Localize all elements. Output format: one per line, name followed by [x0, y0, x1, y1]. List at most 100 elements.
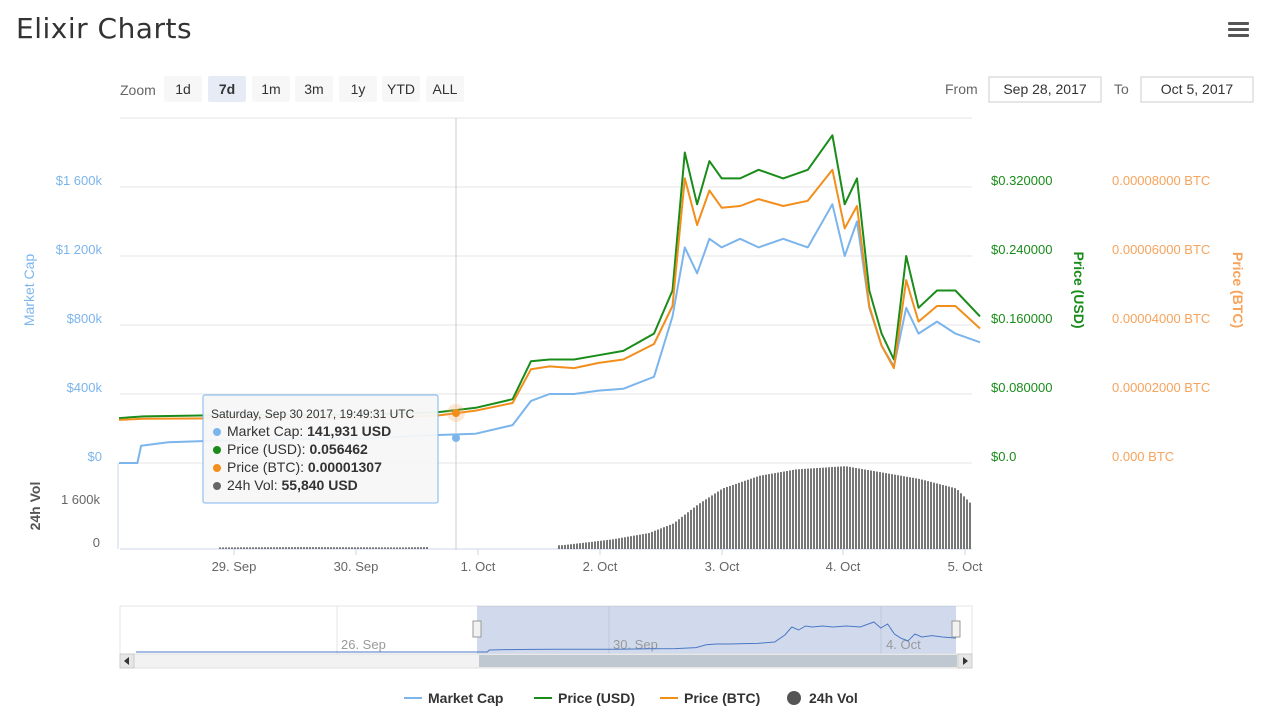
from-date-input[interactable] — [988, 76, 1102, 103]
volume-column — [915, 478, 917, 549]
price-btc-tick-label: 0.00004000 BTC — [1112, 311, 1210, 326]
volume-column — [258, 547, 260, 549]
volume-column — [306, 547, 308, 549]
volume-column — [828, 467, 830, 549]
volume-column — [270, 547, 272, 549]
tooltip-row: Market Cap: 141,931 USD — [227, 423, 391, 439]
volume-axis-title: 24h Vol — [27, 482, 43, 531]
volume-column — [336, 547, 338, 549]
volume-column — [585, 542, 587, 549]
volume-column — [246, 547, 248, 549]
scrollbar-thumb[interactable] — [479, 655, 957, 667]
volume-column — [564, 544, 566, 549]
volume-column — [243, 547, 245, 549]
volume-column — [423, 547, 425, 549]
volume-column — [861, 468, 863, 549]
navigator-label: 4. Oct — [886, 637, 921, 652]
zoom-button-all[interactable] — [426, 76, 464, 102]
volume-column — [918, 478, 920, 549]
volume-column — [276, 547, 278, 549]
volume-column — [303, 547, 305, 549]
volume-column — [939, 484, 941, 549]
volume-column — [657, 529, 659, 549]
price-usd-tick-label: $0.080000 — [991, 380, 1052, 395]
volume-tick-label: 0 — [93, 535, 100, 550]
legend-item[interactable]: Market Cap — [428, 690, 503, 706]
volume-column — [912, 477, 914, 549]
legend-item[interactable]: Price (USD) — [558, 690, 635, 706]
volume-column — [675, 521, 677, 549]
volume-column — [255, 547, 257, 549]
volume-column — [609, 539, 611, 549]
volume-column — [345, 547, 347, 549]
legend-item[interactable]: 24h Vol — [809, 690, 858, 706]
zoom-button-ytd[interactable] — [382, 76, 420, 102]
market-cap-tick-label: $400k — [67, 380, 103, 395]
volume-column — [348, 547, 350, 549]
volume-column — [249, 547, 251, 549]
x-tick-label: 5. Oct — [948, 559, 983, 574]
volume-column — [414, 547, 416, 549]
zoom-button-3m[interactable] — [295, 76, 333, 102]
tooltip-marker — [213, 446, 221, 454]
volume-column — [789, 470, 791, 549]
x-tick-label: 1. Oct — [461, 559, 496, 574]
volume-column — [228, 547, 230, 549]
volume-column — [942, 485, 944, 549]
volume-column — [840, 466, 842, 549]
volume-column — [936, 483, 938, 549]
volume-column — [708, 497, 710, 549]
volume-column — [600, 540, 602, 549]
volume-column — [957, 490, 959, 549]
zoom-button-label: 7d — [219, 81, 235, 97]
volume-column — [411, 547, 413, 549]
zoom-label: Zoom — [120, 82, 156, 98]
navigator-handle-left[interactable] — [472, 620, 482, 638]
volume-column — [654, 530, 656, 549]
volume-column — [570, 544, 572, 549]
zoom-button-1d[interactable] — [164, 76, 202, 102]
volume-column — [318, 547, 320, 549]
volume-column — [591, 541, 593, 549]
volume-column — [672, 523, 674, 549]
volume-column — [696, 505, 698, 549]
legend-item[interactable]: Price (BTC) — [684, 690, 760, 706]
legend: Market Cap Price (USD) Price (BTC) 24h Vol — [404, 690, 858, 706]
volume-column — [897, 475, 899, 549]
volume-column — [903, 476, 905, 549]
zoom-button-1m[interactable] — [252, 76, 290, 102]
zoom-button-7d[interactable] — [208, 76, 246, 102]
volume-column — [891, 474, 893, 549]
volume-column — [924, 480, 926, 549]
volume-column — [264, 547, 266, 549]
volume-column — [315, 547, 317, 549]
to-date-input[interactable] — [1140, 76, 1254, 103]
navigator-handle-right[interactable] — [951, 620, 961, 638]
series-line-price-usd — [118, 134, 981, 420]
volume-column — [792, 469, 794, 549]
volume-column — [624, 537, 626, 549]
volume-column — [342, 547, 344, 549]
navigator-frame — [119, 605, 973, 655]
volume-column — [366, 547, 368, 549]
hamburger-menu-icon[interactable] — [1228, 22, 1249, 38]
volume-column — [408, 547, 410, 549]
tooltip-rows: Market Cap: 141,931 USD Price (USD): 0.05… — [213, 423, 391, 493]
zoom-button-1y[interactable] — [339, 76, 377, 102]
volume-column — [603, 540, 605, 549]
volume-column — [888, 473, 890, 549]
volume-column — [372, 547, 374, 549]
volume-column — [876, 471, 878, 549]
volume-column — [906, 476, 908, 549]
volume-column — [597, 541, 599, 549]
x-tick-label: 30. Sep — [334, 559, 379, 574]
price-usd-tick-label: $0.160000 — [991, 311, 1052, 326]
legend-symbol — [787, 691, 801, 705]
volume-column — [312, 547, 314, 549]
volume-column — [756, 476, 758, 549]
volume-column — [720, 489, 722, 549]
volume-column — [237, 547, 239, 549]
navigator-selection[interactable] — [477, 606, 956, 654]
volume-column — [804, 468, 806, 549]
volume-column — [357, 547, 359, 549]
